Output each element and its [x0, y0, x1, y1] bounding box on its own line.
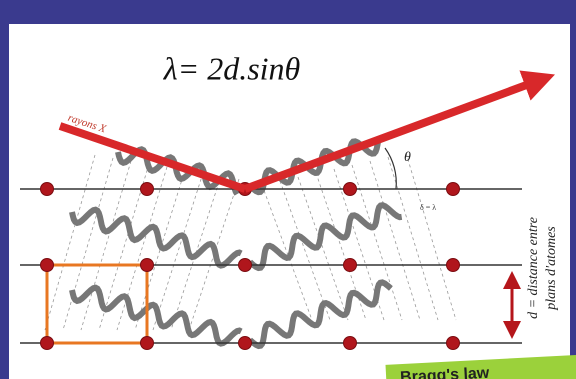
spacing-line: plans d'atomes — [544, 226, 559, 311]
diagram: λ= 2d.sinθ rayons X θ δ = λ d = distance… — [0, 0, 576, 379]
page: {"formula": "λ= 2d.sinθ", "ray_label": "… — [0, 0, 576, 379]
path-difference: δ = λ — [420, 203, 436, 212]
atom — [239, 337, 252, 350]
atom — [447, 183, 460, 196]
atom — [239, 259, 252, 272]
angle-label: θ — [404, 150, 411, 165]
atom — [41, 183, 54, 196]
atom — [447, 337, 460, 350]
atom — [41, 337, 54, 350]
atom — [344, 337, 357, 350]
atom — [447, 259, 460, 272]
atom — [344, 183, 357, 196]
atom — [141, 337, 154, 350]
atom — [141, 259, 154, 272]
atom — [141, 183, 154, 196]
formula: λ= 2d.sinθ — [163, 50, 301, 86]
atom — [41, 259, 54, 272]
spacing-line: d = distance entre — [526, 217, 541, 319]
atom — [344, 259, 357, 272]
